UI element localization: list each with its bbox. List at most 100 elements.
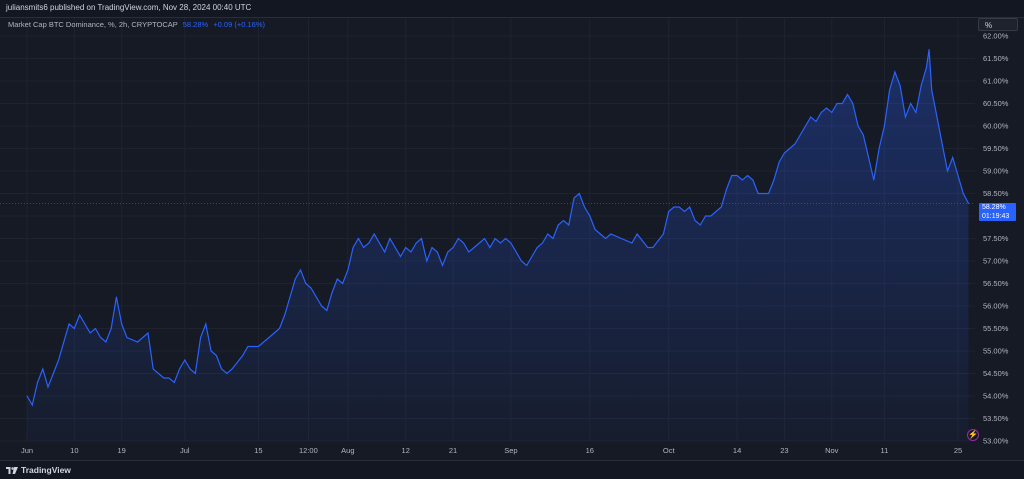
published-bar: juliansmits6 published on TradingView.co… (0, 0, 1024, 18)
x-tick-label: Jun (21, 446, 33, 455)
data-point (352, 247, 354, 248)
data-point (420, 238, 422, 239)
data-point (605, 238, 607, 239)
data-point (126, 337, 128, 338)
y-tick-label: 59.00% (983, 167, 1009, 176)
data-point (804, 125, 806, 127)
data-point (957, 175, 959, 176)
data-point (447, 251, 449, 253)
tradingview-logo-icon (6, 467, 18, 475)
data-point (647, 247, 649, 248)
data-point (568, 224, 570, 226)
chart-legend[interactable]: Market Cap BTC Dominance, %, 2h, CRYPTOC… (8, 20, 265, 29)
data-point (736, 175, 738, 176)
data-point (247, 346, 249, 347)
data-point (904, 116, 906, 118)
data-point (289, 296, 291, 298)
data-point (431, 247, 433, 248)
y-tick-label: 57.00% (983, 257, 1009, 266)
data-point (410, 251, 412, 253)
legend-last-value: 58.28% (182, 20, 209, 29)
data-point (594, 229, 596, 230)
data-point (331, 292, 333, 293)
y-tick-label: 61.00% (983, 77, 1009, 86)
data-point (928, 49, 930, 50)
data-point (636, 233, 638, 235)
data-point (89, 332, 91, 334)
data-point (931, 89, 933, 91)
data-point (820, 112, 822, 113)
data-point (510, 242, 512, 244)
data-point (115, 296, 117, 298)
price-axis[interactable]: 62.00% 61.50% 61.00% 60.50% 60.00% 59.50% 59.0… (983, 32, 1009, 446)
data-point (357, 238, 359, 239)
data-point (478, 242, 480, 244)
data-point (31, 404, 33, 406)
data-point (52, 373, 54, 374)
data-point (163, 377, 165, 379)
data-point (952, 157, 954, 158)
data-point (205, 323, 207, 325)
data-point (194, 373, 196, 374)
data-point (710, 215, 712, 217)
data-point (847, 94, 849, 95)
y-tick-label: 54.00% (983, 392, 1009, 401)
data-point (683, 211, 685, 212)
data-point (873, 179, 875, 181)
last-price-value: 58.28% (982, 204, 1006, 211)
x-tick-label: Jul (180, 446, 190, 455)
data-point (394, 247, 396, 248)
data-point (857, 125, 859, 127)
x-tick-label: 21 (449, 446, 457, 455)
data-point (831, 112, 833, 113)
data-point (157, 373, 159, 374)
data-point (520, 260, 522, 262)
percent-scale-button[interactable]: % (978, 18, 1018, 31)
data-point (94, 328, 96, 329)
bar-countdown: 01:19:43 (982, 212, 1010, 220)
data-point (705, 215, 707, 217)
data-point (457, 238, 459, 239)
data-point (557, 224, 559, 226)
data-point (384, 251, 386, 253)
data-points (26, 49, 970, 406)
data-point (699, 224, 701, 226)
y-tick-label: 55.50% (983, 324, 1009, 333)
data-point (47, 386, 49, 388)
data-point (257, 346, 259, 347)
data-point (294, 278, 296, 280)
data-point (415, 242, 417, 244)
x-tick-label: 12 (402, 446, 410, 455)
time-axis[interactable]: Jun 10 19 Jul 15 12:00 Aug 12 21 Sep 16 Oct 14 23 Nov 1… (21, 446, 962, 455)
data-point (783, 152, 785, 154)
data-point (563, 220, 565, 221)
data-point (762, 193, 764, 194)
data-point (378, 242, 380, 244)
data-point (668, 211, 670, 212)
data-point (810, 116, 812, 118)
brand-label: TradingView (21, 465, 71, 475)
footer-bar: TradingView (0, 460, 1024, 479)
data-point (399, 256, 401, 257)
data-point (610, 233, 612, 235)
x-tick-label: 15 (254, 446, 262, 455)
data-point (84, 323, 86, 325)
data-point (962, 193, 964, 194)
price-chart[interactable]: 62.00% 61.50% 61.00% 60.50% 60.00% 59.50% 59.0… (0, 0, 1024, 460)
data-point (300, 269, 302, 271)
data-point (200, 337, 202, 338)
data-point (452, 247, 454, 248)
tradingview-brand[interactable]: TradingView (6, 465, 71, 475)
data-point (852, 103, 854, 104)
lightning-icon[interactable]: ⚡ (967, 429, 979, 441)
data-point (910, 103, 912, 104)
data-point (499, 242, 501, 244)
data-point (58, 359, 60, 361)
data-point (878, 148, 880, 149)
data-point (815, 121, 817, 122)
y-tick-label: 57.50% (983, 234, 1009, 243)
data-point (547, 233, 549, 235)
x-tick-label: 19 (118, 446, 126, 455)
x-tick-label: 11 (880, 446, 888, 455)
x-tick-label: 16 (586, 446, 594, 455)
